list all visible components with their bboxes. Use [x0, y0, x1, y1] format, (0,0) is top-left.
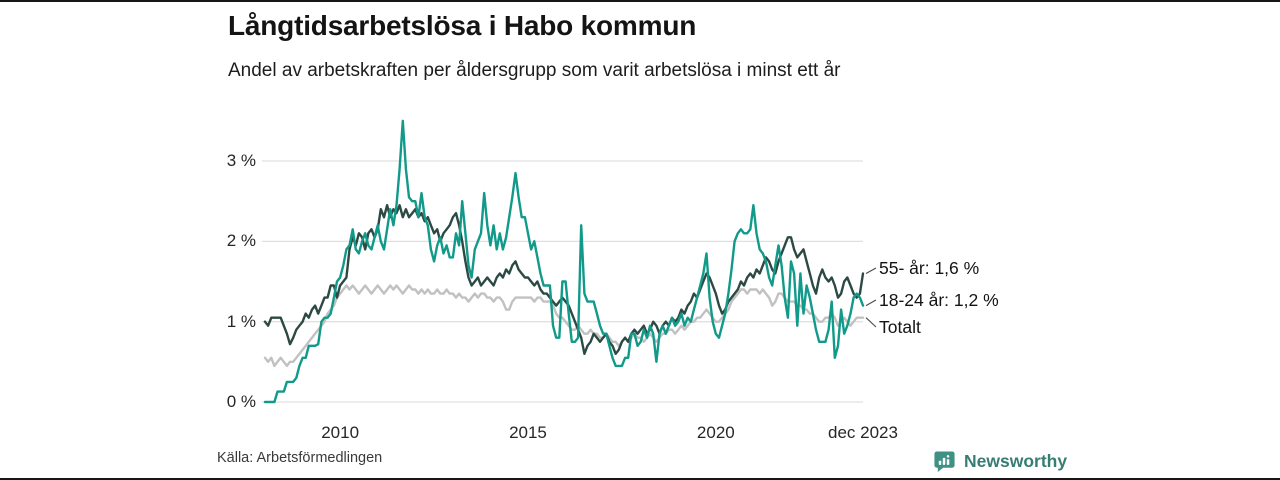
top-border	[0, 0, 1280, 2]
series-annotation-55-ar: 55- år: 1,6 %	[879, 258, 980, 278]
brand-name: Newsworthy	[964, 451, 1068, 471]
leader-line-1	[865, 299, 877, 307]
y-tick-label: 3 %	[226, 151, 256, 170]
x-tick-label: 2015	[509, 423, 547, 442]
y-tick-label: 1 %	[226, 311, 256, 331]
series-line-2	[263, 284, 865, 368]
brand-logo: Newsworthy	[933, 450, 1067, 473]
y-tick-label: 2 %	[226, 231, 256, 251]
series-annotation-18-24-ar: 18-24 år: 1,2 %	[879, 290, 999, 310]
series-line-1	[263, 119, 865, 404]
x-tick-label: dec 2023	[828, 423, 898, 442]
series-line-0	[263, 203, 865, 355]
x-tick-label: 2010	[321, 423, 360, 442]
x-tick-label: 2020	[696, 423, 735, 442]
newsworthy-icon	[934, 451, 955, 473]
source-note: Källa: Arbetsförmedlingen	[217, 450, 383, 466]
page-title: Långtidsarbetslösa i Habo kommun	[228, 10, 697, 41]
chart-subtitle: Andel av arbetskraften per åldersgrupp s…	[228, 60, 841, 81]
leader-line-2	[865, 317, 877, 328]
leader-line-0	[865, 267, 877, 274]
series-annotation-totalt: Totalt	[879, 317, 921, 337]
bottom-border	[0, 478, 1280, 480]
y-tick-label: 0 %	[226, 392, 256, 411]
